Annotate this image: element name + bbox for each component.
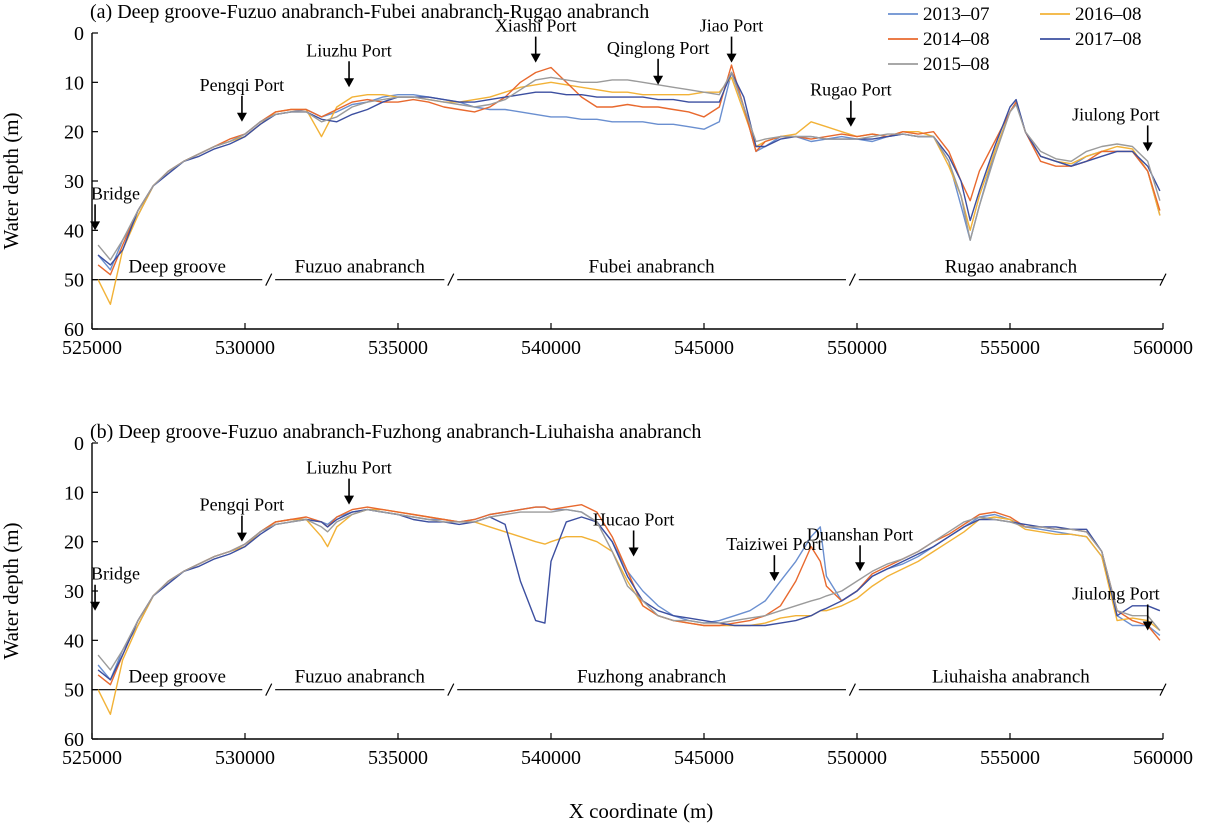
- y-axis-title: Water depth (m): [0, 522, 23, 659]
- port-annotation: Hucao Port: [593, 509, 674, 529]
- port-annotation: Bridge: [91, 564, 140, 584]
- legend-label: 2015–08: [923, 54, 990, 75]
- y-axis-title: Water depth (m): [0, 112, 23, 249]
- segment-break-mark: [447, 273, 455, 286]
- port-annotation: Duanshan Port: [807, 524, 914, 544]
- y-tick-label: 0: [74, 23, 84, 45]
- legend-label: 2017–08: [1075, 29, 1142, 50]
- segment-label: Fuzuo anabranch: [295, 257, 426, 278]
- legend-label: 2013–07: [923, 4, 990, 25]
- segment-break-mark: [1159, 273, 1167, 286]
- series-line-201508: [97, 508, 1161, 671]
- y-tick-label: 10: [64, 482, 84, 504]
- legend-label: 2016–08: [1075, 4, 1142, 25]
- port-annotation: Bridge: [91, 183, 140, 203]
- annotation-arrowhead: [653, 75, 664, 85]
- annotation-arrowhead: [1142, 621, 1153, 631]
- series-line-201307: [97, 506, 1161, 681]
- x-tick-label: 530000: [215, 747, 275, 769]
- series-line-201708: [97, 71, 1161, 266]
- segment-label: Fubei anabranch: [589, 257, 716, 278]
- annotation-arrowhead: [344, 495, 355, 505]
- panel-title: (b) Deep groove-Fuzuo anabranch-Fuzhong …: [90, 421, 701, 443]
- annotation-arrowhead: [530, 53, 541, 63]
- x-tick-label: 535000: [368, 747, 428, 769]
- port-annotation: Qinglong Port: [607, 38, 710, 58]
- segment-break-mark: [447, 683, 455, 696]
- annotation-arrowhead: [344, 78, 355, 88]
- x-tick-label: 560000: [1133, 337, 1193, 359]
- panel-a: (a) Deep groove-Fuzuo anabranch-Fubei an…: [62, 1, 1193, 359]
- segment-label: Deep groove: [128, 257, 226, 278]
- port-annotation: Jiao Port: [700, 16, 764, 36]
- port-annotation: Liuzhu Port: [306, 458, 392, 478]
- x-tick-label: 560000: [1133, 747, 1193, 769]
- port-annotation: Jiulong Port: [1072, 104, 1160, 124]
- y-tick-label: 50: [64, 270, 84, 292]
- annotation-arrowhead: [1142, 142, 1153, 152]
- x-tick-label: 545000: [674, 747, 734, 769]
- port-annotation: Pengqi Port: [200, 495, 285, 515]
- port-annotation: Pengqi Port: [200, 75, 285, 95]
- annotation-arrowhead: [90, 221, 101, 231]
- panel-b: (b) Deep groove-Fuzuo anabranch-Fuzhong …: [62, 421, 1193, 769]
- annotation-arrowhead: [855, 562, 866, 572]
- y-tick-label: 40: [64, 630, 84, 652]
- series-line-201307: [97, 71, 1161, 271]
- port-annotation: Liuzhu Port: [306, 40, 392, 60]
- segment-label: Liuhaisha anabranch: [932, 667, 1090, 688]
- y-tick-label: 30: [64, 171, 84, 193]
- port-annotation: Taiziwei Port: [726, 534, 822, 554]
- annotation-arrowhead: [769, 572, 780, 582]
- segment-break-mark: [265, 683, 273, 696]
- segment-break-mark: [848, 683, 856, 696]
- y-tick-label: 30: [64, 581, 84, 603]
- annotation-arrowhead: [845, 117, 856, 127]
- x-tick-label: 540000: [521, 747, 581, 769]
- annotation-arrowhead: [236, 532, 247, 542]
- series-line-201408: [97, 64, 1161, 276]
- x-tick-label: 550000: [827, 747, 887, 769]
- segment-break-mark: [848, 273, 856, 286]
- series-line-201508: [97, 71, 1161, 261]
- series-line-201408: [97, 504, 1161, 686]
- segment-label: Deep groove: [128, 667, 226, 688]
- y-tick-label: 50: [64, 680, 84, 702]
- y-tick-label: 40: [64, 220, 84, 242]
- x-tick-label: 555000: [980, 747, 1040, 769]
- legend-label: 2014–08: [923, 29, 990, 50]
- y-tick-label: 60: [64, 729, 84, 751]
- x-tick-label: 530000: [215, 337, 275, 359]
- y-tick-label: 0: [74, 433, 84, 455]
- legend: 2013–07 2016–08 2014–08 2017–08 2015–08: [888, 4, 1142, 75]
- segment-label: Rugao anabranch: [945, 257, 1078, 278]
- annotation-arrowhead: [628, 547, 639, 557]
- y-tick-label: 20: [64, 122, 84, 144]
- segment-break-mark: [1159, 683, 1167, 696]
- annotation-arrowhead: [90, 601, 101, 611]
- x-tick-label: 550000: [827, 337, 887, 359]
- x-tick-label: 525000: [62, 747, 122, 769]
- segment-break-mark: [265, 273, 273, 286]
- x-tick-label: 555000: [980, 337, 1040, 359]
- x-axis-title: X coordinate (m): [569, 799, 714, 823]
- segment-label: Fuzuo anabranch: [295, 667, 426, 688]
- x-tick-label: 540000: [521, 337, 581, 359]
- port-annotation: Jiulong Port: [1072, 583, 1160, 603]
- port-annotation: Rugao Port: [810, 80, 892, 100]
- x-tick-label: 525000: [62, 337, 122, 359]
- y-tick-label: 20: [64, 532, 84, 554]
- annotation-arrowhead: [236, 112, 247, 122]
- y-tick-label: 60: [64, 319, 84, 341]
- annotation-arrowhead: [726, 53, 737, 63]
- panel-title: (a) Deep groove-Fuzuo anabranch-Fubei an…: [90, 1, 649, 23]
- y-tick-label: 10: [64, 72, 84, 94]
- x-tick-label: 545000: [674, 337, 734, 359]
- x-tick-label: 535000: [368, 337, 428, 359]
- segment-label: Fuzhong anabranch: [577, 667, 727, 688]
- port-annotation: Xiashi Port: [495, 16, 577, 36]
